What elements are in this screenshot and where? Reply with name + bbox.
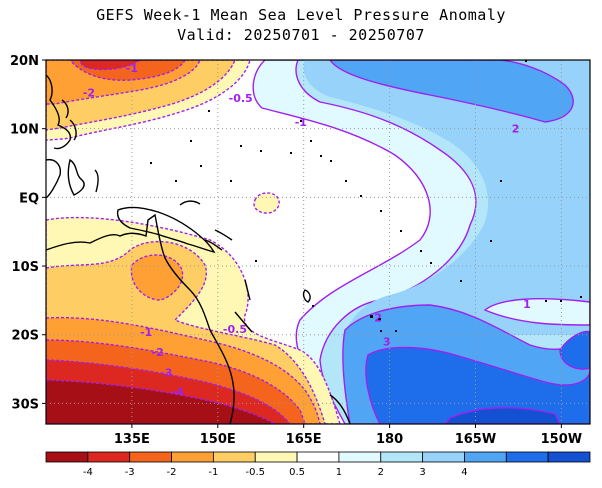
map-title: GEFS Week-1 Mean Sea Level Pressure Anom… [96,6,506,24]
colorbar-tick-label: -0.5 [245,467,265,478]
contour-label: -3 [160,366,172,379]
contour-label: -1 [126,62,138,75]
colorbar-swatch [547,451,591,463]
colorbar-tick-label: -1 [208,467,218,478]
colorbar-tick-label: -3 [125,467,135,478]
colorbar-swatch [129,451,172,463]
colorbar-tick-label: -4 [83,467,93,478]
lon-label: 165W [455,432,496,447]
lon-label: 135E [114,432,150,447]
colorbar-tick-label: 2 [378,467,384,478]
plot-frame [45,59,591,425]
colorbar-swatch [254,451,298,463]
lon-label: 180 [376,432,403,447]
coastlines [46,74,351,424]
lat-label: 10N [10,123,39,138]
colorbar-swatch [505,451,549,463]
sulawesi-coastline [67,158,85,196]
contour-label: -2 [83,86,95,99]
map-subtitle: Valid: 20250701 - 20250707 [177,26,425,44]
australia-coastline [46,213,235,424]
colorbar-swatch [338,451,382,463]
lat-label: 30S [12,397,39,412]
philippines-coastline [46,74,72,150]
colorbar-tick-label: 1 [336,467,342,478]
contour-label: -0.5 [229,92,253,105]
positive-anomaly-3-east [559,330,590,370]
colorbar-tick-label: -2 [167,467,177,478]
contour-label: -1 [295,116,307,129]
contour-label: -1 [140,326,152,339]
new-caledonia-coastline [234,311,253,333]
negative-anomaly-4-north [79,60,142,71]
colorbar: -4 -3 -2 -1 -0.5 0.5 1 2 3 4 [45,451,591,478]
colorbar-swatch [171,451,214,463]
colorbar-swatch [45,451,89,463]
latitude-labels: 20N 10N EQ 10S 20S 30S [10,54,46,412]
borneo-coastline [46,158,62,199]
lon-label: 150W [541,432,582,447]
fiji-coastline [302,289,311,303]
colorbar-tick-label: 3 [419,467,425,478]
colorbar-swatch [464,451,507,463]
negative-anomaly-0_5-equator [253,192,280,214]
colorbar-tick-label: 0.5 [289,467,305,478]
positive-anomaly-4 [444,406,561,424]
contour-label: 3 [383,336,391,349]
contour-labels: -1-2 -0.5-121-1 -0.5-2-3-423 [83,62,531,398]
colorbar-swatch [296,451,340,463]
lat-label: EQ [19,191,39,206]
contour-label: -4 [172,386,185,399]
contour-label: -2 [152,346,164,359]
island-dots [150,60,582,332]
graticule [46,60,590,424]
contour-label: 1 [523,298,531,311]
new-guinea-coastline [116,206,216,254]
lon-label: 165E [286,432,322,447]
positive-anomaly-2 [329,60,574,123]
lat-label: 20N [10,54,39,69]
anomaly-field [46,60,590,424]
lat-label: 20S [12,329,39,344]
positive-anomaly-3 [365,346,590,424]
colorbar-swatch [87,451,131,463]
positive-anomaly-1-east-low [483,298,590,326]
colorbar-swatch [212,451,256,463]
contour-label: -0.5 [223,323,247,336]
longitude-labels: 135E 150E 165E 180 165W 150W [114,424,582,447]
contour-label: 2 [374,312,382,325]
contour-label: 2 [512,123,520,136]
lat-label: 10S [12,260,39,275]
colorbar-swatch [380,451,424,463]
lon-label: 150E [200,432,236,447]
solomon-islands-coastline [204,239,223,251]
colorbar-tick-label: 4 [461,467,467,478]
colorbar-swatch [422,451,465,463]
